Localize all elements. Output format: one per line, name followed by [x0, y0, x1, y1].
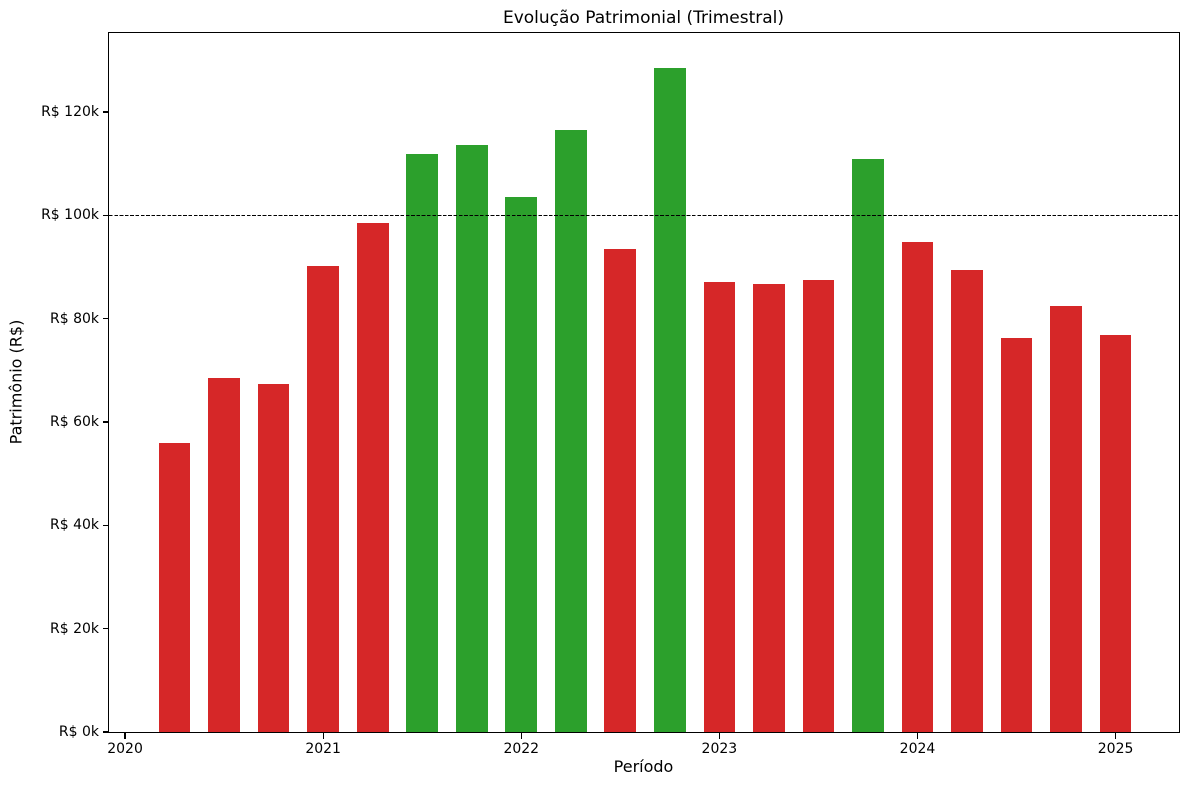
x-tick-mark [916, 733, 919, 739]
bar-2022Q1 [554, 129, 587, 732]
y-tick-label: R$ 20k [49, 620, 99, 637]
bar-2022Q4 [703, 281, 736, 732]
bar-2023Q1 [753, 283, 785, 732]
bar-2023Q4 [901, 241, 934, 732]
x-tick-label: 2023 [701, 741, 738, 757]
bar-2021Q3 [455, 144, 488, 732]
bar-2024Q1 [951, 269, 983, 732]
y-tick-mark [102, 421, 108, 423]
bar-2022Q3 [654, 68, 686, 732]
bar-2021Q1 [356, 223, 389, 732]
y-tick-mark [102, 731, 108, 733]
y-axis-label: Patrimônio (R$) [6, 319, 26, 445]
x-tick-mark [322, 733, 324, 739]
x-tick-label: 2020 [107, 741, 143, 757]
threshold-line-100k [109, 214, 1179, 217]
bar-2020Q2 [208, 378, 240, 732]
x-tick-mark [124, 733, 126, 739]
x-tick-label: 2024 [899, 741, 936, 757]
bar-2021Q2 [406, 153, 439, 732]
y-tick-mark [102, 318, 108, 320]
y-tick-label: R$ 80k [49, 310, 99, 327]
bar-2020Q3 [257, 383, 290, 732]
bar-2023Q3 [852, 159, 884, 732]
y-tick-label: R$ 60k [49, 414, 99, 431]
plot-area [108, 32, 1180, 733]
bar-2022Q2 [604, 248, 637, 732]
x-tick-mark [520, 733, 522, 739]
x-tick-label: 2021 [305, 741, 341, 757]
bar-2024Q2 [1000, 337, 1033, 732]
bar-2020Q1 [158, 443, 191, 732]
y-tick-mark [102, 628, 108, 630]
y-tick-mark [102, 524, 108, 526]
y-tick-label: R$ 0k [58, 724, 99, 740]
bar-2023Q2 [802, 279, 835, 732]
y-tick-mark [102, 214, 108, 216]
bar-2024Q4 [1099, 334, 1132, 732]
bar-2021Q4 [505, 196, 538, 732]
y-tick-label: R$ 100k [41, 207, 99, 224]
y-tick-mark [102, 111, 108, 113]
x-tick-label: 2022 [503, 741, 540, 757]
y-tick-label: R$ 120k [41, 104, 99, 121]
bar-2020Q4 [307, 266, 339, 732]
bar-2024Q3 [1050, 306, 1082, 732]
x-tick-mark [718, 733, 720, 739]
y-tick-label: R$ 40k [49, 517, 99, 534]
x-tick-mark [1115, 733, 1117, 739]
x-axis-label: Período [613, 757, 674, 776]
x-tick-label: 2025 [1097, 741, 1134, 757]
chart-title: Evolução Patrimonial (Trimestral) [502, 8, 785, 28]
